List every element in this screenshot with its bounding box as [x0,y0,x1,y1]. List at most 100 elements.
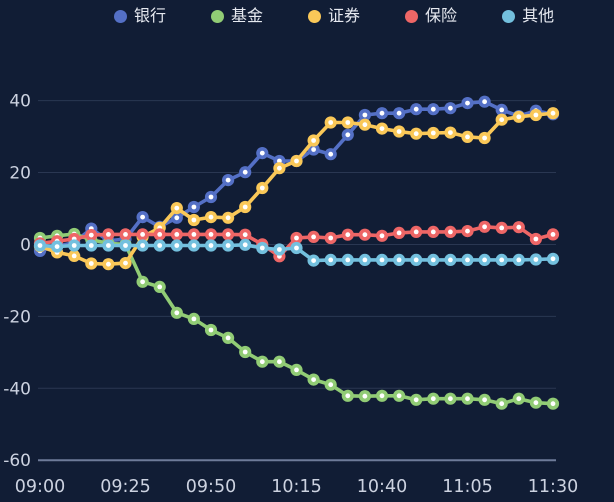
data-point-center [294,158,299,164]
data-point-center [430,106,436,112]
data-point-center [516,257,522,263]
data-point-center [277,247,282,252]
data-point-center [396,257,402,263]
data-point-center [191,243,197,248]
data-point-center [71,243,77,248]
data-point-center [413,106,419,112]
y-axis-label: -60 [3,451,31,471]
x-axis-label: 09:25 [100,477,150,497]
data-point-center [550,256,556,262]
data-point-center [482,224,487,230]
data-point-center [550,110,556,116]
data-point-center [345,132,351,138]
data-point-center [379,393,385,399]
legend-item-insurance[interactable]: 保险 [405,6,457,26]
data-point-center [448,105,453,111]
data-point-center [396,110,402,116]
data-point-center [362,232,368,238]
data-point-center [157,232,163,237]
data-point-center [345,232,351,238]
data-point-center [345,257,351,263]
series-fund [33,227,560,410]
data-point-center [225,232,231,237]
data-point-center [311,138,316,143]
data-point-center [208,327,214,333]
legend-label-other: 其他 [522,6,555,25]
data-point-center [448,396,453,402]
data-point-center [311,377,316,382]
data-point-center [311,147,316,152]
data-point-center [157,243,163,248]
data-point-center [259,245,265,251]
x-axis-label: 11:30 [528,477,578,497]
data-point-center [465,396,470,402]
data-point-center [157,284,163,290]
data-point-center [140,214,146,220]
data-point-center [465,228,470,234]
data-point-center [225,215,231,221]
legend-dot-fund [211,9,225,23]
data-point-center [379,126,385,131]
data-point-center [396,230,402,236]
data-point-center [328,120,334,125]
data-point-center [362,112,368,118]
data-point-center [123,243,128,248]
legend: 银行 基金 证券 保险 其他 [114,6,554,26]
data-point-center [259,359,265,365]
data-point-center [208,232,214,237]
data-point-center [311,258,316,263]
legend-item-other[interactable]: 其他 [502,6,554,26]
data-point-center [88,261,94,266]
data-point-center [328,382,334,388]
data-point-center [482,257,487,263]
data-point-center [54,244,60,250]
data-point-center [191,204,197,210]
legend-item-fund[interactable]: 基金 [211,6,263,26]
data-point-center [379,233,385,239]
data-point-center [191,316,197,322]
x-axis-label: 11:05 [442,477,492,497]
y-axis-label: -40 [3,379,31,399]
data-point-center [533,236,539,242]
data-point-center [499,257,505,263]
legend-label-bank: 银行 [134,6,167,25]
data-point-center [499,107,505,113]
data-point-center [379,110,385,116]
data-point-center [208,214,214,220]
legend-dot-securities [308,9,322,23]
legend-label-insurance: 保险 [425,6,458,25]
data-point-center [533,257,539,262]
data-point-center [123,260,128,266]
data-point-center [225,177,231,183]
y-axis-label: 0 [20,235,31,255]
data-point-center [448,229,453,235]
data-point-center [448,257,453,263]
data-point-center [328,257,334,263]
x-axis-label: 09:00 [15,477,65,497]
y-axis-label: 40 [9,92,31,112]
data-point-center [550,401,556,407]
data-point-center [345,120,351,125]
legend-item-bank[interactable]: 银行 [114,6,166,26]
x-axis-label: 10:40 [357,477,407,497]
data-point-center [533,112,539,118]
data-point-center [208,194,214,200]
data-point-center [362,257,368,263]
data-point-center [259,185,265,191]
legend-label-fund: 基金 [231,6,264,25]
data-point-center [174,232,180,237]
legend-label-securities: 证券 [328,6,361,25]
legend-dot-insurance [405,9,419,23]
data-point-center [242,242,248,248]
y-axis-label: 20 [9,164,31,184]
data-point-center [242,232,248,238]
data-point-center [379,257,385,263]
data-point-center [174,205,180,211]
data-point-center [106,243,111,248]
legend-item-securities[interactable]: 证券 [308,6,360,26]
data-point-center [191,232,197,237]
data-point-center [242,349,248,355]
data-point-center [191,217,197,223]
data-point-center [328,235,334,241]
